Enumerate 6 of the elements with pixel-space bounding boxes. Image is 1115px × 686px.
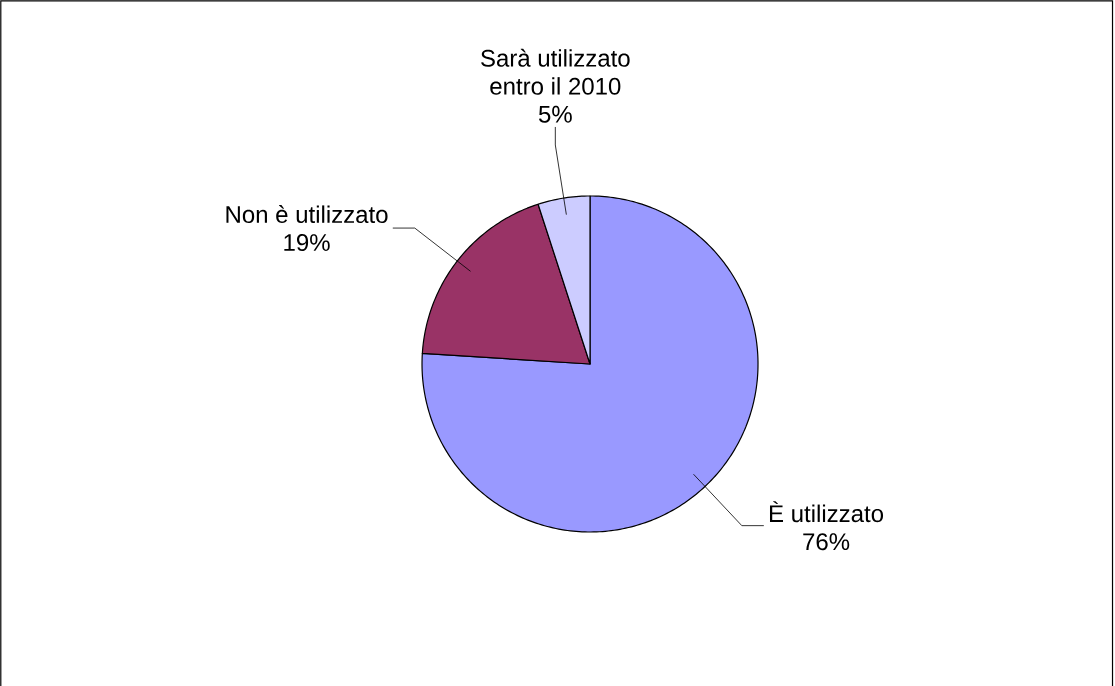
data-label: 5% bbox=[538, 105, 572, 123]
data-label: 76% bbox=[803, 533, 850, 551]
slice-label: È utilizzato bbox=[769, 501, 884, 523]
data-label: 19% bbox=[284, 234, 330, 252]
slice-label: Non è utilizzato bbox=[226, 205, 388, 224]
slice-label: Sarà utilizzato entro il 2010 bbox=[481, 48, 630, 95]
